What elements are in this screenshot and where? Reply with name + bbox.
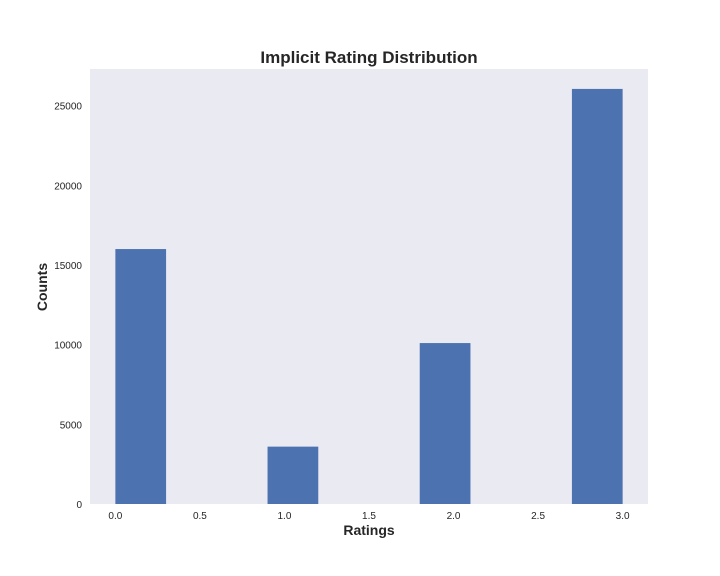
y-axis-label: Counts <box>34 263 50 311</box>
plot-area <box>90 69 648 504</box>
bar-2 <box>419 343 471 504</box>
x-tick-label: 0.5 <box>193 511 207 522</box>
y-axis-ticks: 0 5000 10000 15000 20000 25000 <box>54 102 82 511</box>
bar-0 <box>115 249 167 504</box>
y-tick-label: 25000 <box>54 102 82 113</box>
chart-title: Implicit Rating Distribution <box>260 48 477 67</box>
y-tick-label: 5000 <box>60 420 83 431</box>
x-tick-label: 3.0 <box>616 511 630 522</box>
x-tick-label: 1.5 <box>362 511 376 522</box>
x-tick-label: 2.5 <box>531 511 545 522</box>
x-axis-label: Ratings <box>343 522 395 538</box>
x-tick-label: 1.0 <box>278 511 292 522</box>
bar-1 <box>267 446 319 504</box>
y-tick-label: 0 <box>76 500 82 511</box>
y-tick-label: 20000 <box>54 181 82 192</box>
x-axis-ticks: 0.0 0.5 1.0 1.5 2.0 2.5 3.0 <box>108 511 630 522</box>
bar-3 <box>571 88 623 505</box>
bars-group <box>115 88 623 505</box>
x-tick-label: 0.0 <box>108 511 122 522</box>
y-tick-label: 10000 <box>54 341 82 352</box>
x-tick-label: 2.0 <box>447 511 461 522</box>
y-tick-label: 15000 <box>54 261 82 272</box>
